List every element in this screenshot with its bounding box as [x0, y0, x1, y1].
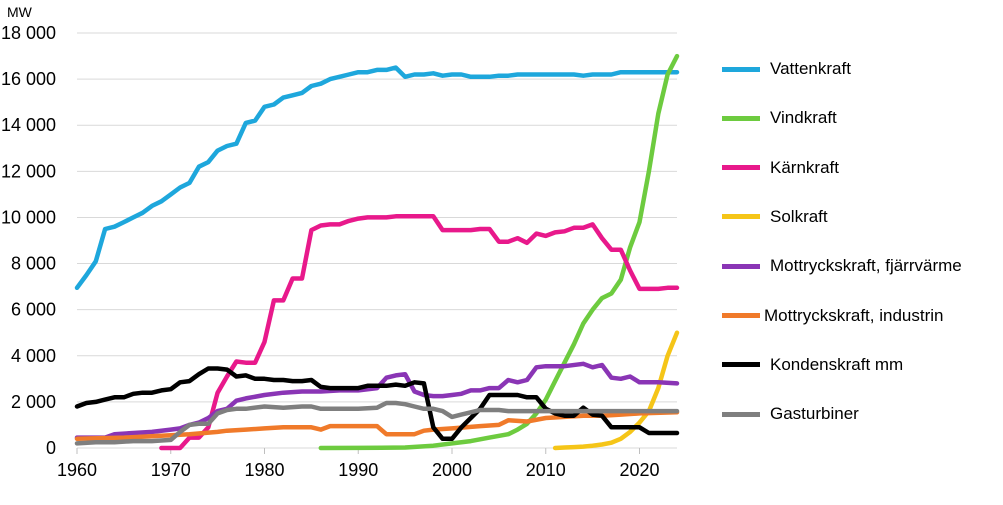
- legend-label: Kondenskraft mm: [770, 354, 904, 374]
- legend-swatch: [722, 411, 760, 417]
- legend-swatch: [722, 362, 760, 368]
- legend-swatch: [722, 165, 760, 171]
- legend-swatch: [722, 313, 760, 318]
- tick-labels: 0 2 000 4 000 6 000 8 000 10 000 12 000 14 000 1…: [1, 4, 660, 480]
- legend-swatch: [722, 263, 760, 269]
- legend-label: Mottryckskraft, fjärrvärme: [770, 256, 962, 276]
- series-line-gasturbiner: [74, 400, 680, 446]
- legend-item: Vindkraft: [722, 105, 837, 131]
- legend-item: Kondenskraft mm: [722, 352, 903, 378]
- y-tick-label: 14 000: [1, 115, 56, 135]
- legend-label: Vindkraft: [770, 108, 837, 128]
- y-tick-label: 2 000: [11, 392, 56, 412]
- y-tick-label: 8 000: [11, 254, 56, 274]
- series-line-vindkraft: [318, 53, 680, 451]
- y-tick-label: 4 000: [11, 346, 56, 366]
- series-line-mottryckskraft-industrin: [74, 410, 680, 442]
- legend-label: Gasturbiner: [770, 404, 859, 424]
- legend-swatch: [722, 214, 760, 220]
- series-lines: [74, 53, 680, 451]
- y-tick-label: 18 000: [1, 23, 56, 43]
- legend-label: Mottryckskraft, industrin: [764, 305, 944, 325]
- x-tick-label: 2010: [526, 460, 566, 480]
- legend-item: Mottryckskraft, fjärrvärme: [722, 253, 962, 279]
- y-tick-label: 10 000: [1, 207, 56, 227]
- series-line-vattenkraft: [74, 65, 680, 291]
- series-line-solkraft: [552, 330, 680, 451]
- unit-label: MW: [7, 4, 33, 20]
- x-tick-label: 2000: [432, 460, 472, 480]
- y-tick-label: 12 000: [1, 161, 56, 181]
- series-line-kärnkraft: [159, 214, 680, 451]
- legend-item: Gasturbiner: [722, 401, 859, 427]
- x-tick-label: 1980: [244, 460, 284, 480]
- x-tick-label: 1960: [57, 460, 97, 480]
- legend-swatch: [722, 115, 760, 121]
- y-tick-label: 6 000: [11, 300, 56, 320]
- legend-label: Solkraft: [770, 206, 828, 226]
- legend-item: Solkraft: [722, 204, 828, 230]
- x-tick-label: 2020: [619, 460, 659, 480]
- y-tick-label: 0: [46, 438, 56, 458]
- legend-swatch: [722, 66, 760, 72]
- x-tick-label: 1970: [151, 460, 191, 480]
- legend-item: Vattenkraft: [722, 56, 851, 82]
- y-tick-label: 16 000: [1, 69, 56, 89]
- legend-item: Kärnkraft: [722, 155, 839, 181]
- legend-item: Mottryckskraft, industrin: [722, 303, 944, 329]
- x-tick-label: 1990: [338, 460, 378, 480]
- legend-label: Kärnkraft: [770, 157, 839, 177]
- legend-label: Vattenkraft: [770, 59, 851, 78]
